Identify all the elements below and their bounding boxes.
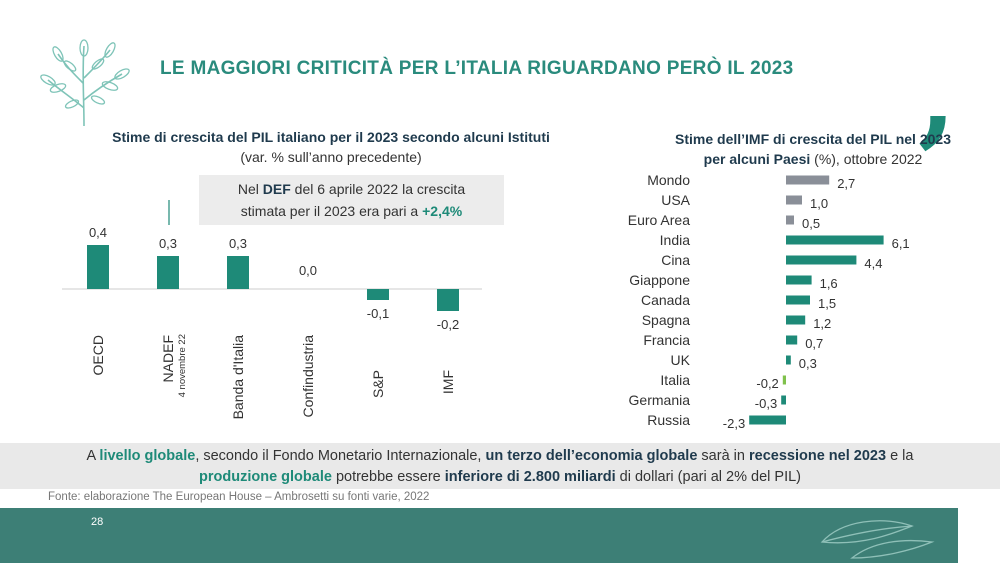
bar-value-label: -0,3 [755,396,777,411]
bar [87,245,109,289]
bar [786,215,794,225]
bar-value-label: 1,5 [818,296,836,311]
bar-value-label: 0,5 [802,216,820,231]
category-label: Euro Area [628,212,690,228]
leaf-outline-icon [820,520,935,559]
bar-value-label: -0,2 [437,317,459,332]
banner-highlight: livello globale [99,448,196,464]
category-label: USA [661,192,690,208]
banner-text: e la [886,448,914,464]
bar-value-label: 0,3 [799,356,817,371]
footer-bar [0,508,958,563]
bar [782,375,786,385]
category-label: Cina [661,252,690,268]
source-note: Fonte: elaborazione The European House –… [48,491,430,503]
italy-gdp-chart: 0,4 OECD 0,3 NADEF 4 novembre 22 0,3 Banda d'I… [62,200,482,420]
comma-icon: , [918,30,957,159]
def-note-text: Nel [237,181,263,197]
bar-value-label: -2,3 [723,416,745,431]
bar-value-label: 0,4 [89,225,107,240]
banner-highlight: recessione nel 2023 [749,448,887,464]
arrow-icon [168,200,170,225]
bar [157,256,179,289]
banner-text: A [86,448,100,464]
def-note-text: stimata per il 2023 era pari a [240,203,423,219]
imf-countries-chart: Mondo 2,7 USA 1,0 Euro Area 0,5 India 6,1 Cina 4,… [628,172,910,431]
banner-text: sarà in [697,448,749,464]
bar-value-label: 1,2 [813,316,831,331]
bar-value-label: -0,2 [756,376,778,391]
category-label: IMF [440,370,456,394]
category-label: Giappone [629,272,690,288]
bar [786,255,857,265]
right-chart-title-normal: (%), ottobre 2022 [810,151,923,167]
banner-highlight: un terzo dell’economia globale [485,448,698,464]
def-note-bold: DEF [262,181,291,197]
summary-banner: A livello globale, secondo il Fondo Mone… [0,443,1000,489]
bar [437,289,459,311]
category-label: UK [671,352,691,368]
category-label: Confindustria [300,335,316,418]
category-label: Spagna [642,312,690,328]
bar [786,295,810,305]
bar [786,315,806,325]
bar-value-label: 1,6 [820,276,838,291]
category-label: Russia [647,412,690,428]
right-chart-title-line1: Stime dell’IMF di crescita del PIL nel 2… [675,131,951,147]
category-label: Banda d'Italia [230,335,246,420]
category-label: Italia [660,372,690,388]
def-note-value: +2,4% [422,203,463,219]
bar [781,395,786,405]
bar-value-label: 2,7 [837,176,855,191]
def-note-text: del 6 aprile 2022 la crescita [290,181,466,197]
page-number: 28 [91,516,104,528]
category-label: Francia [643,332,690,348]
bar [749,415,786,425]
left-chart-title: Stime di crescita del PIL italiano per i… [112,129,550,145]
category-label: OECD [90,335,106,375]
arrow-line [168,200,170,225]
bar [786,235,884,245]
bar [367,289,389,300]
banner-highlight: produzione globale [199,469,332,485]
banner-text: , secondo il Fondo Monetario Internazion… [195,448,486,464]
banner-text: potrebbe essere [331,469,445,485]
slide-title: LE MAGGIORI CRITICITÀ PER L’ITALIA RIGUA… [160,58,794,79]
bar-value-label: 4,4 [864,256,882,271]
bar-value-label: 0,7 [805,336,823,351]
bar-value-label: -0,1 [367,306,389,321]
olive-branch-icon [40,39,130,127]
bar [786,335,798,345]
banner-text: di dollari (pari al 2% del PIL) [615,469,801,485]
def-note-box: Nel DEF del 6 aprile 2022 la crescita st… [199,175,504,225]
bar-value-label: 0,3 [229,236,247,251]
bar [786,355,791,365]
category-label: India [660,232,691,248]
bar [786,275,812,285]
category-label: Germania [629,392,691,408]
right-chart-title-bold: per alcuni Paesi [703,151,811,167]
banner-highlight: inferiore di 2.800 miliardi [444,469,616,485]
bar-value-label: 6,1 [892,236,910,251]
bar-value-label: 1,0 [810,196,828,211]
left-chart-subtitle: (var. % sull’anno precedente) [240,149,422,165]
category-label: NADEF [160,335,176,382]
category-label: Mondo [647,172,690,188]
bar-value-label: 0,3 [159,236,177,251]
category-note: 4 novembre 22 [177,334,188,397]
bar [786,195,802,205]
bar-value-label: 0,0 [299,263,317,278]
bar [227,256,249,289]
category-label: S&P [370,370,386,398]
category-label: Canada [641,292,690,308]
bar [786,175,830,185]
right-chart-title: Stime dell’IMF di crescita del PIL nel 2… [628,129,998,169]
